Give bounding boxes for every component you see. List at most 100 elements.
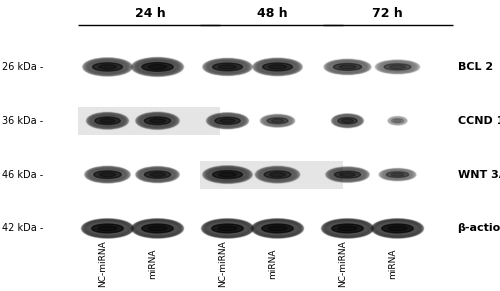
- Ellipse shape: [340, 173, 355, 177]
- Ellipse shape: [202, 219, 252, 237]
- Ellipse shape: [88, 114, 126, 128]
- Ellipse shape: [88, 60, 128, 74]
- Ellipse shape: [204, 59, 250, 74]
- Ellipse shape: [208, 114, 246, 128]
- Ellipse shape: [83, 220, 132, 237]
- Ellipse shape: [204, 167, 250, 182]
- Ellipse shape: [140, 169, 175, 180]
- Text: miRNA: miRNA: [388, 248, 398, 278]
- Ellipse shape: [260, 114, 295, 127]
- Ellipse shape: [255, 59, 300, 74]
- Ellipse shape: [254, 220, 302, 237]
- Ellipse shape: [212, 171, 242, 179]
- Text: 24 h: 24 h: [134, 7, 166, 19]
- Text: WNT 3A: WNT 3A: [458, 170, 500, 180]
- Text: 46 kDa -: 46 kDa -: [2, 170, 44, 180]
- Ellipse shape: [326, 167, 369, 182]
- Ellipse shape: [267, 118, 288, 124]
- Ellipse shape: [138, 167, 177, 182]
- Ellipse shape: [331, 114, 364, 128]
- Ellipse shape: [88, 113, 128, 129]
- Ellipse shape: [135, 59, 180, 74]
- Text: NC-miRNA: NC-miRNA: [218, 240, 228, 287]
- Ellipse shape: [206, 60, 248, 74]
- Ellipse shape: [219, 65, 236, 69]
- Ellipse shape: [136, 60, 178, 74]
- Ellipse shape: [203, 166, 252, 183]
- Ellipse shape: [382, 170, 414, 180]
- Ellipse shape: [262, 115, 294, 126]
- Ellipse shape: [332, 115, 362, 127]
- Ellipse shape: [270, 173, 285, 177]
- Ellipse shape: [87, 168, 128, 182]
- Ellipse shape: [256, 60, 298, 74]
- Ellipse shape: [326, 60, 368, 74]
- Ellipse shape: [204, 166, 251, 183]
- Ellipse shape: [148, 226, 166, 231]
- Ellipse shape: [372, 219, 423, 238]
- Ellipse shape: [84, 58, 131, 75]
- Text: 26 kDa -: 26 kDa -: [2, 62, 44, 72]
- Ellipse shape: [328, 168, 367, 181]
- Text: BCL 2: BCL 2: [458, 62, 492, 72]
- Ellipse shape: [86, 60, 129, 74]
- Ellipse shape: [220, 119, 235, 123]
- Ellipse shape: [84, 221, 130, 236]
- Ellipse shape: [95, 117, 120, 125]
- Ellipse shape: [381, 169, 414, 180]
- Ellipse shape: [150, 119, 165, 123]
- Ellipse shape: [136, 112, 179, 129]
- Ellipse shape: [136, 113, 178, 129]
- Ellipse shape: [257, 167, 298, 182]
- Text: miRNA: miRNA: [268, 248, 278, 278]
- Ellipse shape: [87, 113, 128, 129]
- Ellipse shape: [333, 63, 362, 70]
- Ellipse shape: [332, 114, 363, 127]
- Ellipse shape: [133, 220, 182, 237]
- Ellipse shape: [84, 166, 130, 183]
- Ellipse shape: [210, 115, 246, 127]
- Ellipse shape: [94, 171, 122, 178]
- Ellipse shape: [92, 224, 123, 233]
- Ellipse shape: [261, 115, 294, 127]
- Ellipse shape: [382, 224, 413, 233]
- Ellipse shape: [206, 168, 249, 182]
- Ellipse shape: [322, 219, 372, 237]
- Ellipse shape: [136, 167, 179, 182]
- Ellipse shape: [384, 64, 411, 70]
- Ellipse shape: [255, 166, 300, 183]
- Ellipse shape: [262, 116, 293, 126]
- Ellipse shape: [138, 168, 176, 181]
- Ellipse shape: [84, 59, 130, 75]
- Ellipse shape: [254, 59, 301, 75]
- Ellipse shape: [339, 65, 356, 69]
- Ellipse shape: [390, 65, 406, 69]
- Ellipse shape: [86, 112, 129, 129]
- Ellipse shape: [322, 219, 373, 238]
- Ellipse shape: [272, 119, 283, 123]
- Ellipse shape: [334, 171, 360, 178]
- Ellipse shape: [82, 219, 134, 238]
- Ellipse shape: [136, 166, 180, 183]
- Ellipse shape: [206, 113, 249, 129]
- Ellipse shape: [332, 114, 364, 127]
- Ellipse shape: [378, 61, 417, 73]
- Ellipse shape: [208, 113, 247, 128]
- Ellipse shape: [268, 226, 286, 231]
- Ellipse shape: [202, 166, 252, 184]
- Ellipse shape: [82, 219, 132, 237]
- FancyBboxPatch shape: [78, 107, 220, 135]
- Ellipse shape: [140, 115, 175, 127]
- Ellipse shape: [322, 219, 374, 238]
- Ellipse shape: [253, 58, 302, 75]
- Ellipse shape: [392, 119, 404, 123]
- Ellipse shape: [204, 220, 252, 237]
- Text: β-action: β-action: [458, 223, 500, 233]
- Text: 36 kDa -: 36 kDa -: [2, 116, 44, 126]
- Ellipse shape: [81, 219, 134, 238]
- Ellipse shape: [254, 220, 301, 237]
- Ellipse shape: [374, 220, 422, 237]
- Ellipse shape: [82, 58, 132, 76]
- Ellipse shape: [204, 221, 250, 236]
- Ellipse shape: [258, 168, 298, 182]
